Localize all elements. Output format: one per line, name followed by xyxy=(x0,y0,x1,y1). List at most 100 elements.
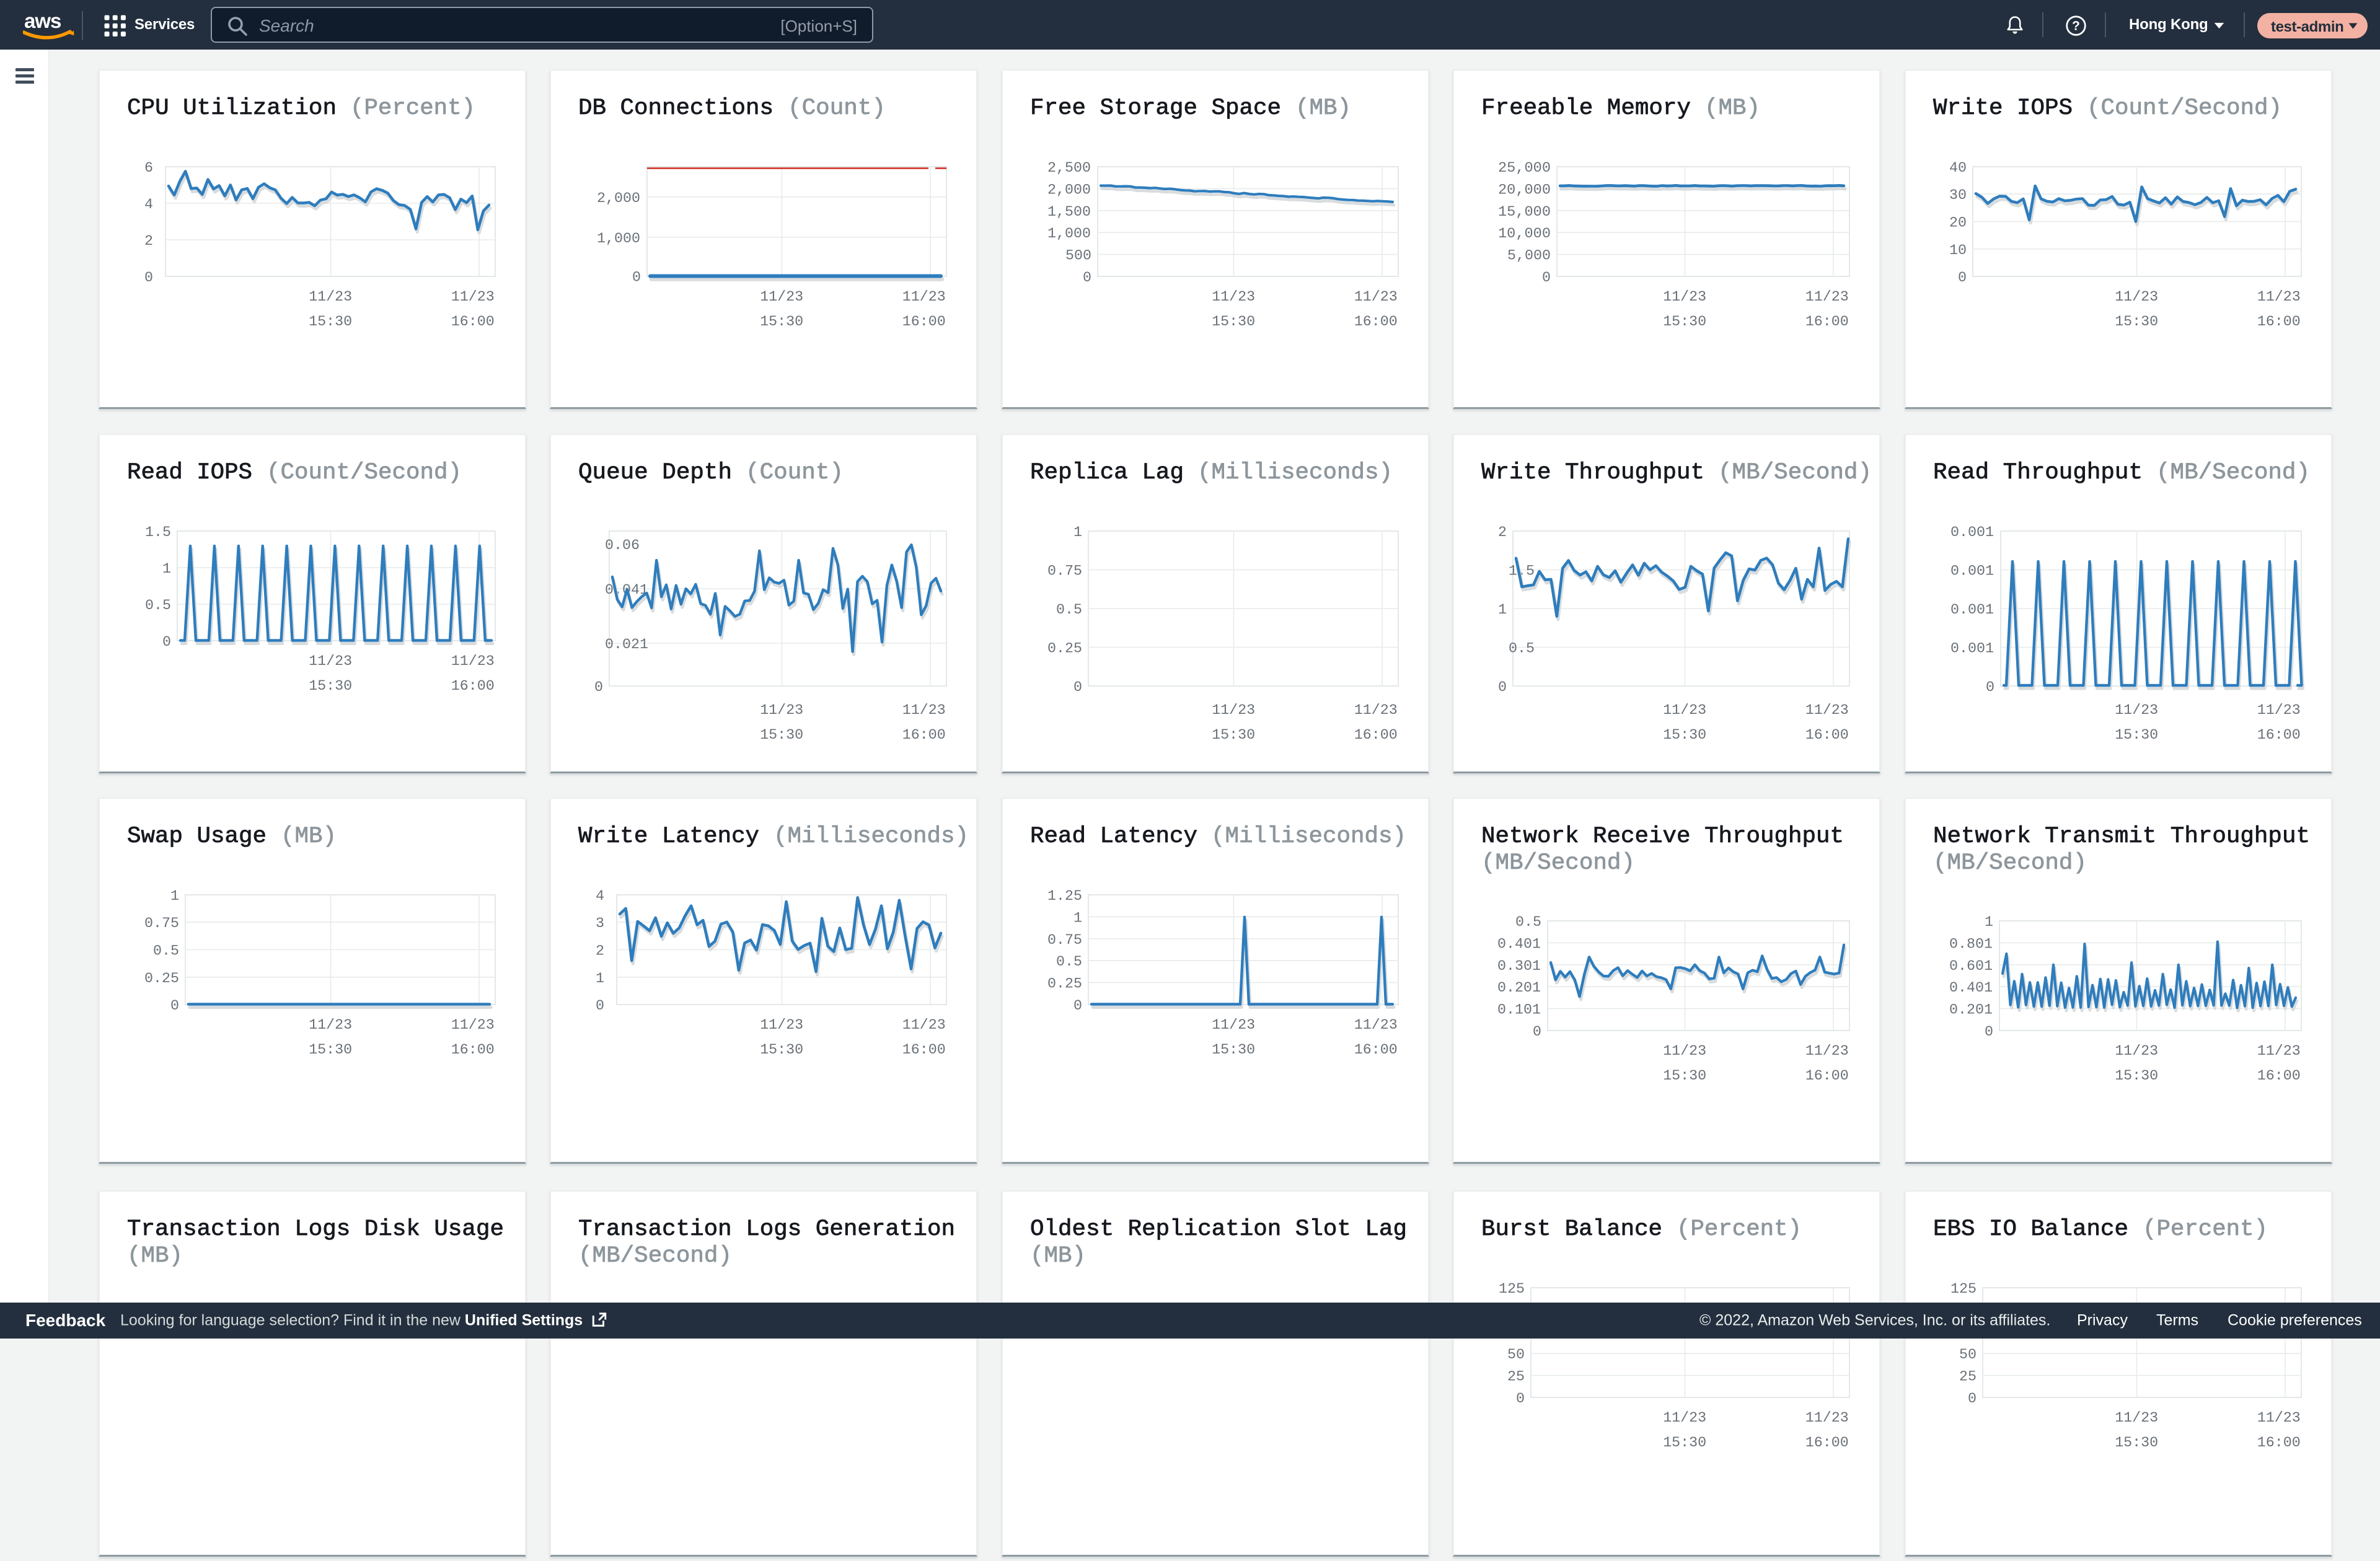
svg-text:2: 2 xyxy=(1498,524,1507,541)
svg-text:11/23: 11/23 xyxy=(1663,289,1706,306)
svg-text:10,000: 10,000 xyxy=(1498,226,1551,242)
svg-text:4: 4 xyxy=(596,888,604,905)
svg-text:0.5: 0.5 xyxy=(1509,641,1535,657)
svg-text:16:00: 16:00 xyxy=(451,314,495,330)
svg-text:0.25: 0.25 xyxy=(144,970,179,987)
svg-text:15:30: 15:30 xyxy=(309,314,352,330)
svg-text:0.75: 0.75 xyxy=(1047,932,1082,949)
svg-text:11/23: 11/23 xyxy=(760,289,803,306)
svg-text:20,000: 20,000 xyxy=(1498,182,1551,198)
svg-text:1.5: 1.5 xyxy=(145,524,171,541)
svg-text:1,500: 1,500 xyxy=(1047,204,1091,221)
svg-text:125: 125 xyxy=(1499,1281,1525,1298)
svg-text:11/23: 11/23 xyxy=(2115,702,2158,719)
svg-text:16:00: 16:00 xyxy=(1354,727,1398,744)
svg-text:CPU Utilization: CPU Utilization xyxy=(127,95,337,121)
svg-text:0: 0 xyxy=(1516,1391,1525,1407)
svg-text:(MB/Second): (MB/Second) xyxy=(1718,460,1872,486)
svg-text:11/23: 11/23 xyxy=(451,653,495,670)
svg-text:(MB/Second): (MB/Second) xyxy=(578,1243,732,1269)
svg-text:15:30: 15:30 xyxy=(2115,1435,2158,1451)
svg-text:16:00: 16:00 xyxy=(1805,1435,1849,1451)
svg-text:0: 0 xyxy=(1533,1024,1541,1040)
svg-text:Read Latency: Read Latency xyxy=(1030,824,1197,850)
svg-text:11/23: 11/23 xyxy=(760,1017,803,1034)
svg-text:1: 1 xyxy=(1985,914,1993,931)
svg-text:0.001: 0.001 xyxy=(1950,641,1994,657)
svg-text:Replica Lag: Replica Lag xyxy=(1030,460,1184,486)
svg-text:11/23: 11/23 xyxy=(1354,289,1398,306)
svg-text:(Count): (Count) xyxy=(746,460,844,486)
svg-text:5,000: 5,000 xyxy=(1507,248,1551,265)
svg-text:0: 0 xyxy=(1073,679,1082,696)
svg-text:0.201: 0.201 xyxy=(1949,1002,1993,1019)
svg-text:11/23: 11/23 xyxy=(1212,702,1255,719)
svg-text:11/23: 11/23 xyxy=(1212,289,1255,306)
svg-text:15:30: 15:30 xyxy=(309,678,352,695)
svg-text:0.5: 0.5 xyxy=(153,943,179,960)
svg-text:2: 2 xyxy=(596,943,604,960)
svg-text:11/23: 11/23 xyxy=(902,1017,946,1034)
svg-text:11/23: 11/23 xyxy=(902,289,946,306)
svg-text:11/23: 11/23 xyxy=(1354,1017,1398,1034)
svg-text:DB Connections: DB Connections xyxy=(578,95,774,121)
svg-text:0.301: 0.301 xyxy=(1497,958,1541,975)
svg-text:15:30: 15:30 xyxy=(760,314,803,330)
svg-text:15:30: 15:30 xyxy=(309,1042,352,1058)
svg-text:1.25: 1.25 xyxy=(1047,888,1082,905)
svg-text:0.101: 0.101 xyxy=(1497,1002,1541,1019)
svg-text:(Percent): (Percent) xyxy=(2143,1216,2268,1242)
svg-text:16:00: 16:00 xyxy=(902,314,946,330)
svg-text:0.06: 0.06 xyxy=(605,537,640,554)
svg-text:(MB): (MB) xyxy=(1704,95,1760,121)
svg-text:11/23: 11/23 xyxy=(2257,1043,2301,1060)
svg-text:Write Latency: Write Latency xyxy=(578,824,759,850)
svg-text:0.601: 0.601 xyxy=(1949,958,1993,975)
svg-text:16:00: 16:00 xyxy=(2257,314,2301,330)
svg-text:(Count): (Count) xyxy=(788,95,886,121)
svg-text:11/23: 11/23 xyxy=(2257,289,2301,306)
svg-text:11/23: 11/23 xyxy=(1212,1017,1255,1034)
svg-text:0.801: 0.801 xyxy=(1949,936,1993,952)
svg-text:500: 500 xyxy=(1065,248,1091,265)
svg-text:Transaction Logs Generation: Transaction Logs Generation xyxy=(578,1216,955,1242)
svg-text:(MB): (MB) xyxy=(281,824,337,850)
svg-text:0: 0 xyxy=(144,270,153,286)
svg-text:Oldest Replication Slot Lag: Oldest Replication Slot Lag xyxy=(1030,1216,1407,1242)
svg-text:10: 10 xyxy=(1949,242,1967,259)
svg-text:Queue Depth: Queue Depth xyxy=(578,460,732,486)
svg-text:(Milliseconds): (Milliseconds) xyxy=(774,824,969,850)
svg-text:1: 1 xyxy=(162,561,171,578)
svg-text:0: 0 xyxy=(1968,1391,1977,1407)
svg-text:Swap Usage: Swap Usage xyxy=(127,824,267,850)
svg-text:2,000: 2,000 xyxy=(1047,182,1091,198)
svg-text:50: 50 xyxy=(1959,1347,1977,1363)
svg-text:0: 0 xyxy=(1985,1024,1993,1040)
svg-text:0: 0 xyxy=(1542,270,1551,286)
svg-text:16:00: 16:00 xyxy=(1805,727,1849,744)
svg-text:0.25: 0.25 xyxy=(1047,641,1082,657)
svg-text:Write Throughput: Write Throughput xyxy=(1481,460,1704,486)
svg-text:1,000: 1,000 xyxy=(597,231,640,247)
svg-text:11/23: 11/23 xyxy=(1663,1410,1706,1427)
svg-text:11/23: 11/23 xyxy=(451,1017,495,1034)
svg-text:11/23: 11/23 xyxy=(902,702,946,719)
svg-text:30: 30 xyxy=(1949,187,1967,204)
svg-text:16:00: 16:00 xyxy=(902,1042,946,1058)
svg-text:125: 125 xyxy=(1950,1281,1977,1298)
svg-text:11/23: 11/23 xyxy=(2115,1410,2158,1427)
svg-text:0.5: 0.5 xyxy=(1515,914,1541,931)
svg-text:16:00: 16:00 xyxy=(1354,1042,1398,1058)
svg-text:0.021: 0.021 xyxy=(605,636,648,653)
svg-text:0: 0 xyxy=(594,679,603,696)
svg-text:11/23: 11/23 xyxy=(1663,702,1706,719)
svg-text:16:00: 16:00 xyxy=(1805,1068,1849,1084)
svg-text:Free Storage Space: Free Storage Space xyxy=(1030,95,1281,121)
svg-text:1,000: 1,000 xyxy=(1047,226,1091,242)
svg-text:(MB/Second): (MB/Second) xyxy=(1933,850,2087,876)
svg-text:16:00: 16:00 xyxy=(2257,1068,2301,1084)
svg-text:11/23: 11/23 xyxy=(2115,289,2158,306)
svg-text:16:00: 16:00 xyxy=(902,727,946,744)
svg-text:16:00: 16:00 xyxy=(451,678,495,695)
svg-text:0: 0 xyxy=(1083,270,1091,286)
